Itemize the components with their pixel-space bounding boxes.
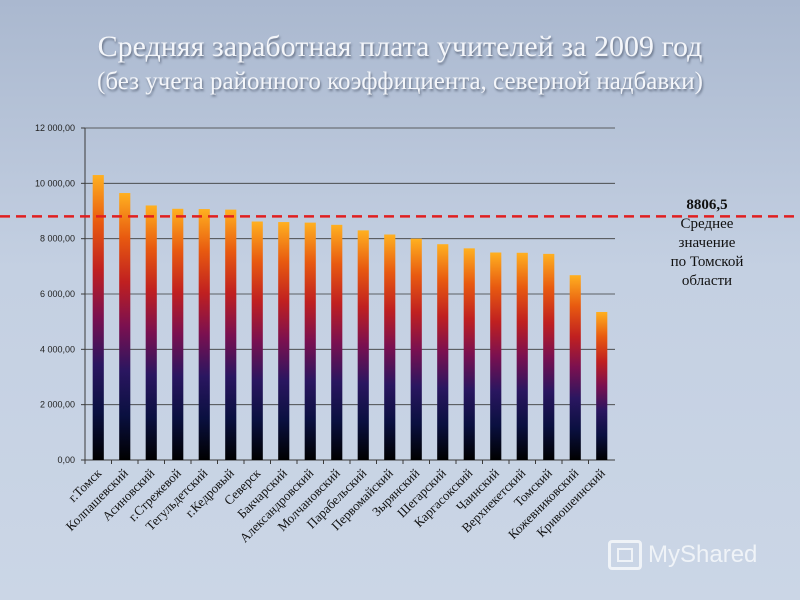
bar [410, 238, 422, 460]
average-value: 8806,5 [686, 197, 728, 213]
bar [569, 275, 581, 460]
bar [251, 221, 263, 460]
bar [145, 205, 157, 460]
bar [543, 253, 555, 460]
average-caption-line: области [681, 273, 733, 289]
y-tick-label: 10 000,00 [35, 178, 75, 188]
bar [92, 175, 104, 461]
bar [490, 252, 502, 460]
y-tick-label: 0,00 [57, 455, 75, 465]
bar [172, 208, 184, 460]
average-caption-line: по Томской [670, 254, 744, 270]
logo-text: MyShared [648, 541, 758, 568]
presentation-board-icon [608, 540, 642, 570]
myshared-logo[interactable]: MyShared [608, 538, 757, 572]
bar [463, 248, 475, 460]
average-caption-line: Среднее [680, 216, 734, 232]
bar [119, 193, 131, 460]
bar [331, 224, 343, 460]
average-caption-line: значение [678, 235, 736, 251]
bar [596, 311, 608, 460]
bar [304, 222, 316, 460]
bar [278, 222, 290, 460]
chart-title: Средняя заработная плата учителей за 200… [97, 30, 703, 63]
y-tick-label: 6 000,00 [40, 289, 75, 299]
bar [357, 230, 369, 460]
chart-subtitle: (без учета районного коэффициента, север… [97, 68, 703, 95]
bar [225, 209, 237, 460]
bar [437, 244, 449, 460]
bar [198, 209, 210, 460]
bar [384, 234, 396, 460]
y-tick-label: 4 000,00 [40, 344, 75, 354]
bar [516, 252, 528, 460]
y-tick-label: 2 000,00 [40, 400, 75, 410]
y-tick-label: 8 000,00 [40, 234, 75, 244]
y-tick-label: 12 000,00 [35, 123, 75, 133]
average-annotation: 8806,5 Среднее значение по Томской облас… [655, 196, 759, 291]
